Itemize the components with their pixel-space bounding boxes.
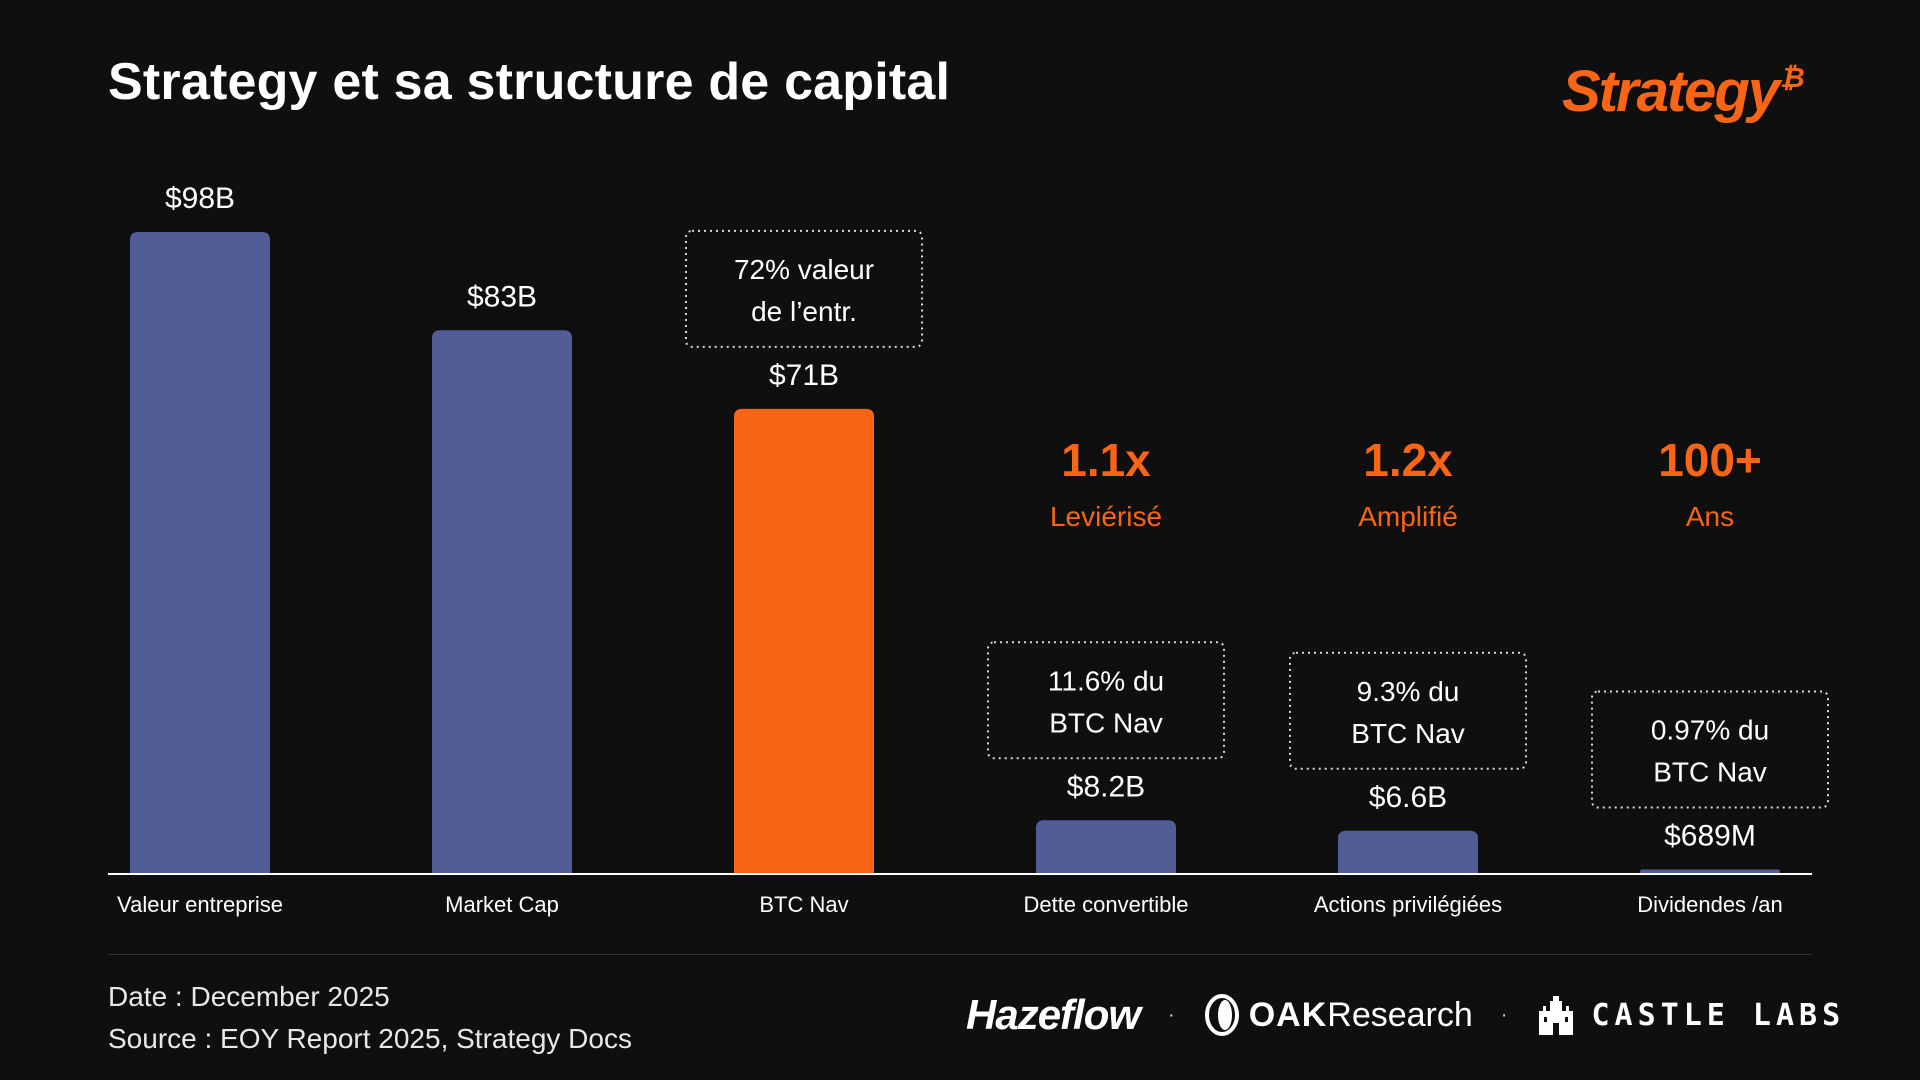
footer-notes: Date : December 2025 Source : EOY Report… (108, 976, 632, 1060)
highlight-label: Leviérisé (1050, 501, 1162, 532)
partner-logos: Hazeflow · OAK Research · CASTLE LABS (966, 990, 1845, 1040)
category-label: Market Cap (445, 892, 559, 917)
page-title: Strategy et sa structure de capital (108, 53, 951, 111)
annotation-line: 0.97% du (1651, 714, 1769, 745)
bar-value-label: $71B (769, 359, 839, 392)
annotation-line: BTC Nav (1049, 707, 1163, 738)
castle-labs-logo: CASTLE LABS (1535, 993, 1845, 1037)
annotation-line: 9.3% du (1357, 676, 1460, 707)
bar (1338, 830, 1478, 874)
bar (130, 232, 270, 874)
highlight-value: 1.2x (1363, 434, 1453, 486)
footer-divider (108, 954, 1812, 955)
annotation-line: BTC Nav (1653, 756, 1767, 787)
partner-separator: · (1168, 1003, 1175, 1026)
highlight-value: 1.1x (1061, 434, 1151, 486)
bar-value-label: $98B (165, 182, 235, 215)
annotation-box (987, 641, 1225, 760)
category-label: Valeur entreprise (117, 892, 283, 917)
castle-labs-text: CASTLE LABS (1591, 997, 1846, 1033)
date-note: Date : December 2025 (108, 981, 390, 1012)
bar-value-label: $83B (467, 280, 537, 313)
bar-value-label: $8.2B (1067, 770, 1145, 803)
bar (1640, 869, 1780, 874)
highlight-value: 100+ (1658, 434, 1762, 486)
annotation-line: de l’entr. (751, 296, 857, 327)
annotation-box (1591, 690, 1829, 809)
partner-separator: · (1500, 1003, 1508, 1026)
highlight-label: Ans (1686, 501, 1734, 532)
annotation-line: 72% valeur (734, 254, 874, 285)
annotation-line: 11.6% du (1048, 665, 1164, 696)
strategy-logo: Strategy₿ (1562, 58, 1805, 125)
oak-research-rest: Research (1327, 995, 1473, 1034)
highlight-label: Amplifié (1358, 501, 1458, 532)
capital-structure-chart: $98B Valeur entreprise $83B Market Cap $71B B… (108, 182, 1829, 917)
annotation-box (685, 229, 923, 348)
bar-value-label: $689M (1664, 819, 1756, 852)
category-label: Actions privilégiées (1314, 892, 1502, 917)
annotation-line: BTC Nav (1351, 718, 1465, 749)
oak-research-strong: OAK (1248, 995, 1328, 1034)
castle-icon (1539, 996, 1574, 1035)
bar (1036, 820, 1176, 874)
bar (734, 408, 874, 874)
bitcoin-mark-icon: ₿ (1780, 62, 1805, 93)
bar (432, 330, 572, 874)
bar-value-label: $6.6B (1369, 781, 1447, 814)
hazeflow-logo: Hazeflow (966, 991, 1141, 1038)
oak-research-logo: OAK Research (1203, 993, 1473, 1037)
category-label: Dividendes /an (1637, 892, 1783, 917)
strategy-logo-text: Strategy (1562, 59, 1780, 124)
annotation-box (1289, 651, 1527, 770)
oak-ring-icon (1204, 994, 1239, 1036)
source-note: Source : EOY Report 2025, Strategy Docs (108, 1023, 632, 1054)
category-label: Dette convertible (1023, 892, 1188, 917)
category-label: BTC Nav (759, 892, 848, 917)
